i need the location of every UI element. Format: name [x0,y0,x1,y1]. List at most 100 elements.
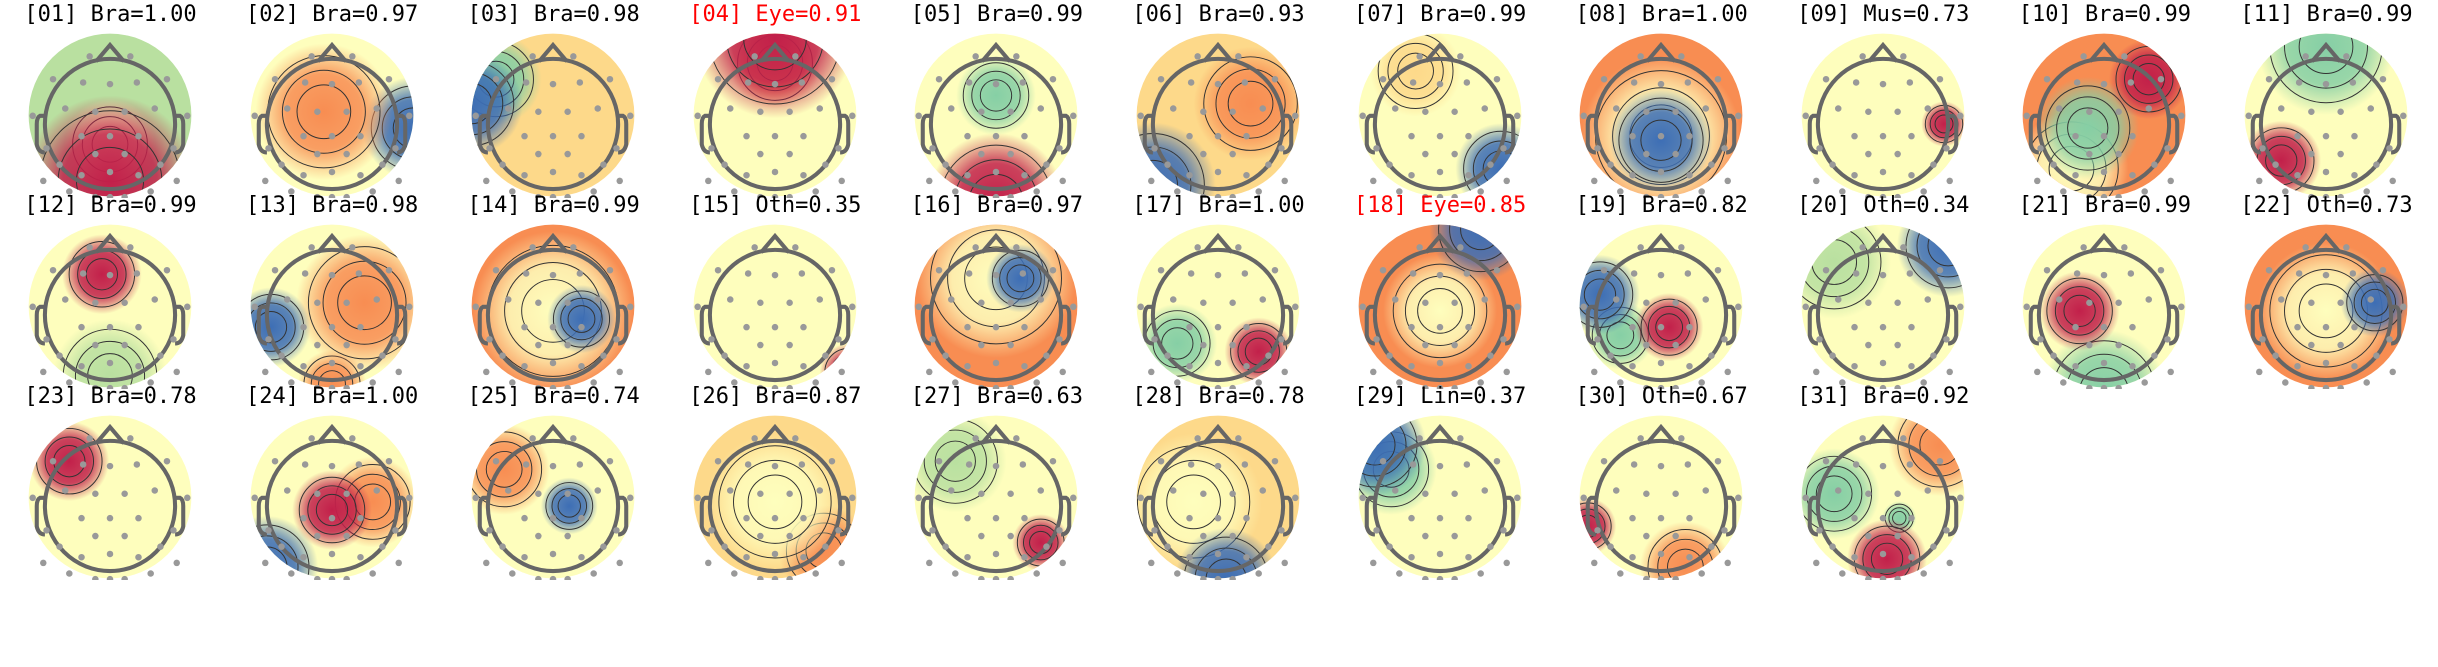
electrode-marker [2037,145,2045,152]
component-cell[interactable]: [13] Bra=0.98 [222,191,443,389]
electrode-marker [1450,341,1458,349]
head-outline [42,438,178,574]
electrode-marker [2302,244,2309,251]
electrode-marker [121,490,128,497]
electrode-marker [1591,559,1598,567]
electrode-marker [1278,145,1285,152]
component-cell[interactable]: [25] Bra=0.74 [443,382,664,580]
electrode-marker [1229,108,1236,116]
ear-icon [2029,113,2041,155]
component-cell[interactable]: [18] Eye=0.85 [1330,191,1551,389]
component-cell[interactable]: [26] Bra=0.87 [665,382,886,580]
electrode-marker [1450,575,1458,580]
electrode-marker [771,550,779,558]
electrode-marker [1672,341,1680,349]
electrode-marker [1879,514,1887,522]
contour-line [1006,264,1035,293]
electrode-marker [964,553,972,561]
electrode-marker [1243,132,1250,140]
component-cell[interactable]: [17] Bra=1.00 [1108,191,1329,389]
component-cell[interactable]: [12] Bra=0.99 [0,191,221,389]
topomap [1136,415,1300,580]
electrode-marker [1450,193,1458,198]
electrode-marker [2129,171,2137,179]
electrode-marker [2272,161,2279,168]
component-cell[interactable]: [09] Mus=0.73 [1773,0,1994,198]
electrode-marker [1385,543,1393,550]
component-cell[interactable]: [11] Bra=0.99 [2216,0,2437,198]
electrode-marker [277,543,285,550]
electrode-marker [600,161,607,168]
electrode-marker [1613,487,1620,494]
electrode-marker [264,145,272,152]
electrode-marker [1409,461,1416,468]
electrode-marker [92,384,99,389]
electrode-marker [1698,570,1706,577]
component-cell[interactable]: [31] Bra=0.92 [1773,382,1994,580]
electrode-marker [271,457,278,465]
electrode-marker [1059,559,1067,567]
component-cell[interactable]: [01] Bra=1.00 [0,0,221,198]
component-cell[interactable]: [28] Bra=0.78 [1108,382,1329,580]
component-cell[interactable]: [27] Bra=0.63 [886,382,1107,580]
contour-line [1161,327,1194,360]
electrode-marker [1852,79,1860,86]
electrode-marker [1456,244,1464,251]
electrode-marker [1450,150,1458,158]
electrode-marker [1450,490,1458,497]
electrode-marker [549,550,557,558]
electrode-marker [1643,299,1650,306]
electrode-marker [2400,303,2407,311]
component-cell[interactable]: [19] Bra=0.82 [1551,191,1772,389]
component-cell[interactable]: [03] Bra=0.98 [443,0,664,198]
component-cell[interactable]: [06] Bra=0.93 [1108,0,1329,198]
component-label: [05] Bra=0.99 [910,2,1083,27]
electrode-marker [1037,487,1045,494]
component-cell[interactable]: [04] Eye=0.91 [665,0,886,198]
component-cell[interactable]: [30] Oth=0.67 [1551,382,1772,580]
electrode-marker [133,79,141,86]
electrode-marker [812,188,819,195]
electrode-marker [1629,132,1636,140]
electrode-marker [1486,161,1494,168]
electrode-marker [106,323,114,331]
electrode-marker [342,341,350,349]
electrode-marker [1908,132,1915,140]
component-label: [08] Bra=1.00 [1575,2,1748,27]
component-cell[interactable]: [20] Oth=0.34 [1773,191,1994,389]
component-cell[interactable]: [16] Bra=0.97 [886,191,1107,389]
topomap [28,33,192,198]
component-cell[interactable]: [02] Bra=0.97 [222,0,443,198]
component-cell[interactable]: [24] Bra=1.00 [222,382,443,580]
component-cell[interactable]: [29] Lin=0.37 [1330,382,1551,580]
electrode-marker [1708,543,1715,550]
contour-line [1205,558,1247,579]
component-cell[interactable]: [15] Oth=0.35 [665,191,886,389]
component-cell[interactable]: [21] Bra=0.99 [1994,191,2215,389]
topomap [471,224,635,389]
component-cell[interactable]: [08] Bra=1.00 [1551,0,1772,198]
component-cell[interactable]: [05] Bra=0.99 [886,0,1107,198]
component-cell[interactable]: [14] Bra=0.99 [443,191,664,389]
nose-icon [2310,232,2342,254]
contour-line [1897,415,1965,488]
electrode-marker [163,457,171,465]
electrode-marker [1899,435,1907,442]
electrode-marker [1702,105,1710,112]
electrode-marker [2389,368,2396,376]
component-label: [01] Bra=1.00 [24,2,197,27]
component-cell[interactable]: [23] Bra=0.78 [0,382,221,580]
electrode-marker [929,336,937,343]
ear-icon [1364,113,1376,155]
electrode-marker [127,435,134,442]
electrode-marker [1151,336,1158,343]
electrode-marker [1463,270,1470,277]
electrode-marker [786,384,793,389]
activation-blob [928,132,1065,197]
component-cell[interactable]: [22] Oth=0.73 [2216,191,2437,389]
electrode-marker [1580,494,1588,502]
electrode-marker [786,108,793,116]
electrode-marker [2386,145,2393,152]
component-cell[interactable]: [10] Bra=0.99 [1994,0,2215,198]
component-cell[interactable]: [07] Bra=0.99 [1330,0,1551,198]
